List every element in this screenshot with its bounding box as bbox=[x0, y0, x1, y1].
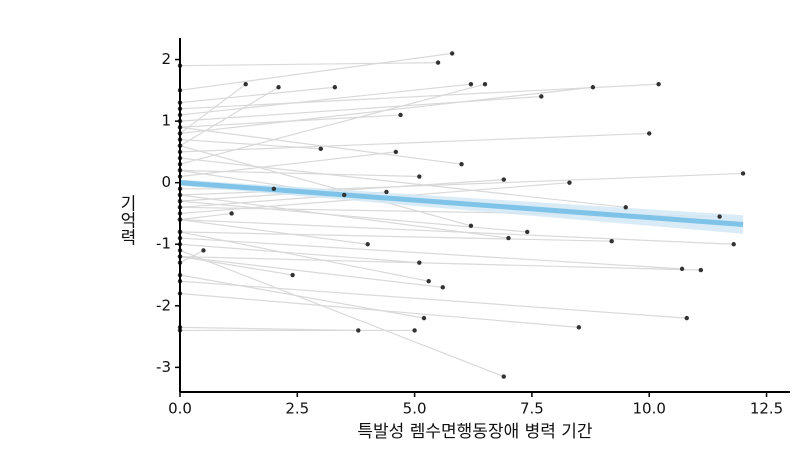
data-point bbox=[501, 374, 506, 379]
data-point bbox=[421, 315, 427, 321]
data-point bbox=[590, 85, 596, 90]
y-tick-label: 1 bbox=[161, 112, 171, 130]
subject-line bbox=[179, 255, 443, 288]
data-point bbox=[440, 285, 445, 290]
y-tick-label: -3 bbox=[156, 358, 171, 376]
subject-line bbox=[179, 231, 429, 282]
subject-line bbox=[179, 237, 683, 270]
y-tick-label: 2 bbox=[161, 50, 171, 68]
subject-line bbox=[179, 83, 471, 116]
y-tick-label: 0 bbox=[161, 173, 171, 191]
data-point bbox=[365, 242, 370, 247]
data-point bbox=[201, 248, 206, 253]
subject-line bbox=[179, 138, 321, 150]
subject-line bbox=[179, 62, 439, 67]
subject-line bbox=[179, 52, 453, 91]
data-point bbox=[393, 149, 399, 155]
y-tick-label: -1 bbox=[156, 235, 171, 253]
data-point bbox=[342, 192, 347, 198]
subject-line bbox=[179, 243, 420, 264]
data-point bbox=[482, 81, 488, 87]
subject-line bbox=[179, 219, 368, 245]
subject-line bbox=[179, 326, 359, 332]
data-point bbox=[276, 85, 281, 90]
data-point bbox=[332, 85, 338, 90]
x-tick-label: 0.0 bbox=[168, 400, 192, 418]
subject-line bbox=[179, 212, 232, 221]
data-point bbox=[435, 60, 441, 65]
subject-line bbox=[179, 86, 279, 147]
data-point bbox=[698, 267, 704, 273]
data-point bbox=[243, 81, 248, 87]
subject-line bbox=[179, 114, 401, 128]
y-tick-label: -2 bbox=[156, 296, 171, 314]
data-point bbox=[417, 260, 422, 265]
data-point bbox=[623, 205, 628, 210]
data-point bbox=[290, 272, 295, 278]
data-point bbox=[684, 315, 689, 321]
data-point bbox=[417, 174, 422, 179]
data-point bbox=[271, 186, 277, 192]
data-point bbox=[398, 112, 403, 118]
subject-line bbox=[179, 249, 204, 264]
x-tick-label: 5.0 bbox=[403, 400, 427, 418]
data-point bbox=[412, 328, 417, 333]
x-tick-label: 7.5 bbox=[520, 400, 544, 418]
subject-line bbox=[179, 219, 734, 245]
subject-line bbox=[179, 249, 504, 378]
subject-line bbox=[179, 83, 486, 165]
subject-line bbox=[179, 86, 335, 104]
data-point bbox=[647, 131, 652, 136]
x-tick-label: 2.5 bbox=[285, 400, 309, 418]
subject-line bbox=[179, 95, 542, 122]
subject-line bbox=[179, 194, 509, 239]
subject-line bbox=[179, 126, 462, 165]
data-point bbox=[609, 238, 614, 244]
subject-line bbox=[179, 151, 396, 178]
data-point bbox=[449, 51, 455, 56]
subject-line bbox=[179, 145, 472, 227]
data-point bbox=[717, 214, 722, 219]
data-point bbox=[740, 171, 746, 176]
data-point bbox=[525, 229, 530, 235]
data-point bbox=[731, 242, 736, 247]
data-point bbox=[679, 266, 685, 272]
data-point bbox=[468, 223, 474, 228]
data-point bbox=[318, 146, 323, 152]
subject-line bbox=[179, 255, 701, 271]
x-axis-label: 특발성 렘수면행동장애 병력 기간 bbox=[357, 422, 593, 442]
data-point bbox=[576, 325, 582, 330]
subject-line bbox=[179, 274, 425, 319]
data-point bbox=[356, 328, 361, 333]
data-point bbox=[656, 81, 661, 87]
data-point bbox=[459, 162, 464, 167]
y-axis-label: 기억력 bbox=[116, 194, 136, 245]
data-point bbox=[229, 211, 234, 216]
data-point bbox=[506, 235, 511, 241]
subject-line bbox=[179, 255, 293, 276]
subject-line bbox=[179, 132, 650, 153]
data-point bbox=[539, 94, 544, 99]
x-tick-label: 12.5 bbox=[750, 400, 783, 418]
data-point bbox=[468, 81, 474, 87]
data-point bbox=[384, 189, 389, 195]
subject-line bbox=[179, 83, 247, 134]
x-tick-label: 10.0 bbox=[633, 400, 666, 418]
subject-line bbox=[179, 280, 687, 319]
data-point bbox=[426, 278, 431, 284]
data-point bbox=[501, 177, 506, 182]
data-point bbox=[567, 180, 572, 185]
subject-line bbox=[179, 231, 612, 242]
